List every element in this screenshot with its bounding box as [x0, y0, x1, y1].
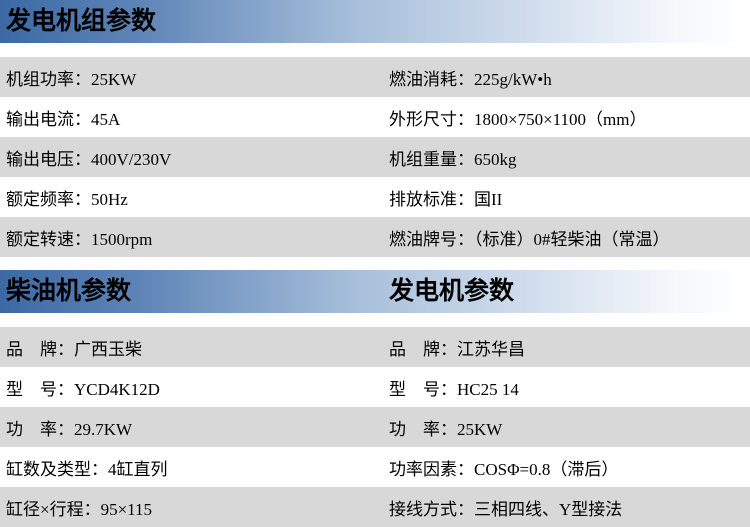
spec-cell-left: 缸径×行程：95×115 — [6, 499, 153, 519]
spec-cell-right: 排放标准：国II — [389, 189, 503, 209]
spec-cell-left: 型 号：YCD4K12D — [6, 379, 160, 399]
spec-row: 额定频率：50Hz 排放标准：国II — [0, 177, 750, 217]
spec-cell-right: 燃油牌号：（标准）0#轻柴油（常温） — [389, 229, 670, 249]
spec-cell-right: 外形尺寸：1800×750×1100（mm） — [389, 109, 647, 129]
spacer — [0, 313, 750, 327]
spec-row: 输出电流：45A 外形尺寸：1800×750×1100（mm） — [0, 97, 750, 137]
spec-row: 品 牌：广西玉柴 品 牌：江苏华昌 — [0, 327, 750, 367]
spec-row: 输出电压：400V/230V 机组重量：650kg — [0, 137, 750, 177]
spec-cell-left: 品 牌：广西玉柴 — [6, 339, 142, 359]
spec-row: 缸径×行程：95×115 接线方式：三相四线、Y型接法 — [0, 487, 750, 527]
spec-cell-left: 功 率：29.7KW — [6, 419, 133, 439]
section-header-engine-generator: 柴油机参数 发电机参数 — [0, 270, 750, 313]
spec-cell-right: 功 率：25KW — [389, 419, 503, 439]
spec-cell-left: 额定频率：50Hz — [6, 189, 128, 209]
section-title-diesel-engine: 柴油机参数 — [6, 277, 132, 305]
spec-cell-right: 功率因素：COSΦ=0.8（滞后） — [389, 459, 619, 479]
spec-cell-left: 额定转速：1500rpm — [6, 229, 153, 249]
spec-cell-right: 机组重量：650kg — [389, 149, 517, 169]
spec-cell-left: 缸数及类型：4缸直列 — [6, 459, 168, 479]
spec-cell-right: 品 牌：江苏华昌 — [389, 339, 525, 359]
section-title-generator-set: 发电机组参数 — [6, 7, 157, 35]
spec-cell-right: 燃油消耗：225g/kW•h — [389, 69, 552, 89]
spec-row: 缸数及类型：4缸直列 功率因素：COSΦ=0.8（滞后） — [0, 447, 750, 487]
spec-cell-left: 机组功率：25KW — [6, 69, 137, 89]
spec-row: 功 率：29.7KW 功 率：25KW — [0, 407, 750, 447]
spec-row: 型 号：YCD4K12D 型 号：HC25 14 — [0, 367, 750, 407]
section-title-generator: 发电机参数 — [389, 277, 515, 305]
spec-cell-left: 输出电流：45A — [6, 109, 121, 129]
spec-row: 额定转速：1500rpm 燃油牌号：（标准）0#轻柴油（常温） — [0, 217, 750, 257]
spec-row: 机组功率：25KW 燃油消耗：225g/kW•h — [0, 57, 750, 97]
section-header-generator-set: 发电机组参数 — [0, 0, 750, 43]
spacer — [0, 43, 750, 57]
spec-cell-right: 型 号：HC25 14 — [389, 379, 519, 399]
generator-set-table: 机组功率：25KW 燃油消耗：225g/kW•h 输出电流：45A 外形尺寸：1… — [0, 57, 750, 257]
engine-generator-table: 品 牌：广西玉柴 品 牌：江苏华昌 型 号：YCD4K12D 型 号：HC25 … — [0, 327, 750, 527]
spec-cell-right: 接线方式：三相四线、Y型接法 — [389, 499, 623, 519]
spec-cell-left: 输出电压：400V/230V — [6, 149, 172, 169]
spacer — [0, 257, 750, 270]
